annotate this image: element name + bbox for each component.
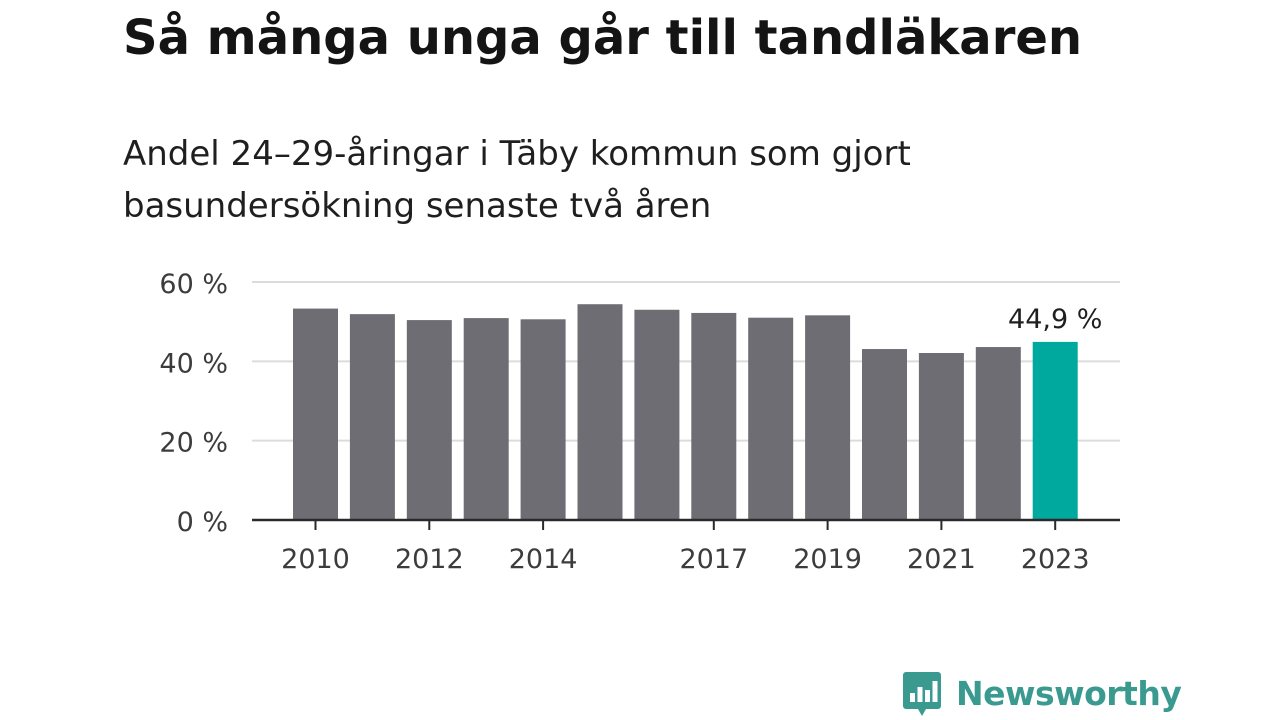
bar [349,314,395,520]
y-tick-label: 20 % [159,428,228,459]
x-tick-label: 2012 [395,544,464,575]
data-label: 44,9 % [1008,304,1102,335]
x-tick-label: 2014 [509,544,578,575]
y-tick-label: 0 % [177,507,228,538]
bar [862,349,907,520]
bar [463,318,509,520]
bar [577,304,623,520]
y-tick-label: 60 % [159,269,228,300]
bar [520,319,566,520]
bar [748,317,794,520]
x-tick-label: 2019 [793,544,862,575]
bar [406,320,452,520]
bar [691,312,737,520]
chart-subtitle: Andel 24–29-åringar i Täby kommun som gj… [123,134,911,226]
chart-title: Så många unga går till tandläkaren [123,10,1083,66]
bar [805,315,851,520]
brand-name: Newsworthy [956,674,1182,713]
bar-highlight [1032,341,1078,520]
x-tick-label: 2023 [1021,544,1090,575]
x-tick-label: 2010 [281,544,350,575]
x-tick-label: 2021 [907,544,976,575]
newsworthy-logo: Newsworthy [902,670,1182,718]
bar [634,309,680,520]
bar [975,347,1021,520]
y-tick-label: 40 % [159,348,228,379]
bar-chart-speech-bubble-icon [903,672,941,716]
bar [918,353,964,520]
x-tick-label: 2017 [679,544,748,575]
bar [293,308,338,520]
